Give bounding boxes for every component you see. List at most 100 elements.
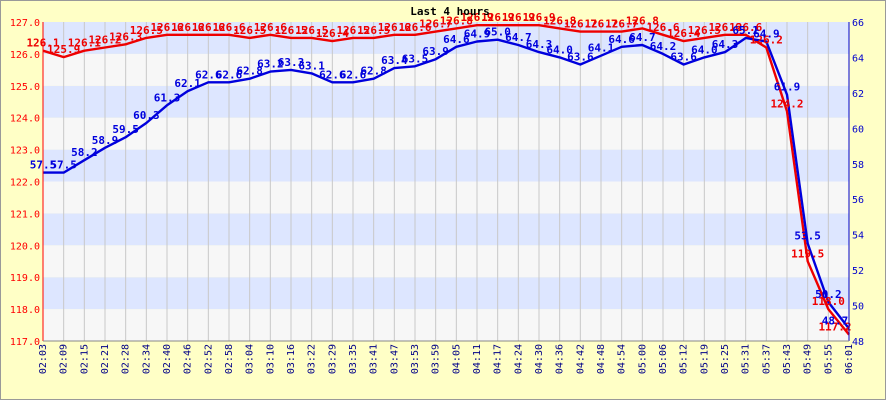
axes (42, 22, 850, 342)
data-label: 126.4 (316, 27, 349, 40)
data-label: 64.0 (691, 43, 718, 56)
series-line-left (42, 24, 850, 336)
x-tick-label: 05:31 (741, 344, 752, 374)
y-left-tick-label: 126.0 (10, 50, 40, 61)
data-label: 64.3 (712, 38, 739, 51)
data-label: 126.2 (750, 34, 783, 47)
data-label: 126.8 (543, 14, 576, 27)
data-label: 63.6 (670, 51, 697, 64)
data-label: 126.9 (460, 11, 493, 24)
plot-bands (43, 22, 849, 341)
data-label: 64.9 (753, 27, 780, 40)
x-tick-label: 02:34 (141, 344, 152, 374)
x-tick-label: 02:15 (79, 344, 90, 374)
data-label: 126.4 (667, 27, 700, 40)
y-left-tick-label: 122.0 (10, 178, 40, 189)
x-tick-label: 02:03 (38, 344, 49, 374)
data-label: 126.7 (605, 18, 638, 31)
x-tick-label: 04:48 (596, 344, 607, 374)
x-tick-label: 04:54 (617, 344, 628, 374)
data-label: 63.4 (381, 54, 408, 67)
data-label: 63.1 (298, 59, 325, 72)
x-tick-label: 05:49 (803, 344, 814, 374)
data-label: 65.0 (484, 26, 511, 39)
data-label: 126.1 (68, 37, 101, 50)
data-label: 126.6 (646, 21, 679, 34)
data-label: 125.9 (47, 43, 80, 56)
x-tick-label: 05:12 (679, 344, 690, 374)
data-label: 126.6 (254, 21, 287, 34)
data-label: 63.9 (422, 45, 449, 58)
x-tick-label: 06:01 (844, 344, 855, 374)
x-tick-label: 05:43 (782, 344, 793, 374)
plot-band (43, 53, 849, 86)
plot-band (43, 22, 849, 54)
data-label: 64.9 (464, 27, 491, 40)
y-right-tick-label: 66 (852, 18, 864, 29)
data-label: 126.3 (109, 30, 142, 43)
data-label: 126.5 (357, 24, 390, 37)
data-label: 126.2 (88, 34, 121, 47)
data-label: 62.1 (174, 77, 201, 90)
y-right-tick-label: 54 (852, 231, 864, 242)
data-label: 126.6 (708, 21, 741, 34)
x-tick-label: 03:04 (245, 344, 256, 374)
data-label: 63.6 (567, 51, 594, 64)
data-label: 126.6 (171, 21, 204, 34)
y-left-tick-label: 121.0 (10, 209, 40, 220)
data-label: 126.7 (584, 18, 617, 31)
data-label: 126.5 (233, 24, 266, 37)
x-tick-label: 02:46 (183, 344, 194, 374)
data-label: 63.3 (278, 56, 305, 69)
y-right-tick-label: 48 (852, 337, 864, 348)
plot-band (43, 245, 849, 278)
y-left-tick-label: 123.0 (10, 146, 40, 157)
y-right-tick-label: 64 (852, 53, 864, 64)
plot-band (43, 85, 849, 118)
data-label: 126.5 (336, 24, 369, 37)
data-label: 59.5 (112, 123, 139, 136)
x-tick-label: 04:05 (451, 344, 462, 374)
data-label: 126.6 (150, 21, 183, 34)
x-tick-label: 05:19 (699, 344, 710, 374)
data-label: 50.2 (815, 288, 842, 301)
plot-band (43, 277, 849, 310)
data-label: 62.6 (216, 68, 243, 81)
data-label: 126.5 (688, 24, 721, 37)
data-label: 57.5 (50, 159, 77, 172)
y-left-tick-label: 118.0 (10, 305, 40, 316)
plot-band (43, 309, 849, 341)
data-label: 61.9 (774, 81, 801, 94)
data-label: 64.6 (608, 33, 635, 46)
x-tick-label: 05:06 (658, 344, 669, 374)
y-left-tick-label: 124.0 (10, 114, 40, 125)
data-label: 119.5 (791, 247, 824, 260)
data-label: 124.2 (770, 97, 803, 110)
data-label: 64.7 (505, 31, 532, 44)
data-label: 62.8 (236, 65, 263, 78)
y-right-tick-label: 50 (852, 302, 864, 313)
data-label: 117.2 (818, 321, 851, 334)
data-label: 126.5 (295, 24, 328, 37)
data-label: 126.6 (212, 21, 245, 34)
data-label: 118.0 (812, 295, 845, 308)
x-tick-label: 03:41 (369, 344, 380, 374)
x-tick-label: 03:22 (307, 344, 318, 374)
data-label: 126.6 (398, 21, 431, 34)
data-label: 58.9 (92, 134, 119, 147)
y-right-tick-label: 62 (852, 89, 864, 100)
x-tick-label: 03:53 (410, 344, 421, 374)
data-label: 64.3 (526, 38, 553, 51)
x-tick-label: 04:42 (575, 344, 586, 374)
data-label: 126.7 (564, 18, 597, 31)
y-right-tick-label: 56 (852, 195, 864, 206)
x-tick-label: 03:10 (265, 344, 276, 374)
x-tick-label: 03:47 (389, 344, 400, 374)
data-label: 61.3 (154, 91, 181, 104)
x-tick-label: 02:09 (59, 344, 70, 374)
x-tick-label: 05:25 (720, 344, 731, 374)
data-label: 126.9 (502, 11, 535, 24)
data-label: 58.2 (71, 146, 98, 159)
data-label: 60.3 (133, 109, 160, 122)
